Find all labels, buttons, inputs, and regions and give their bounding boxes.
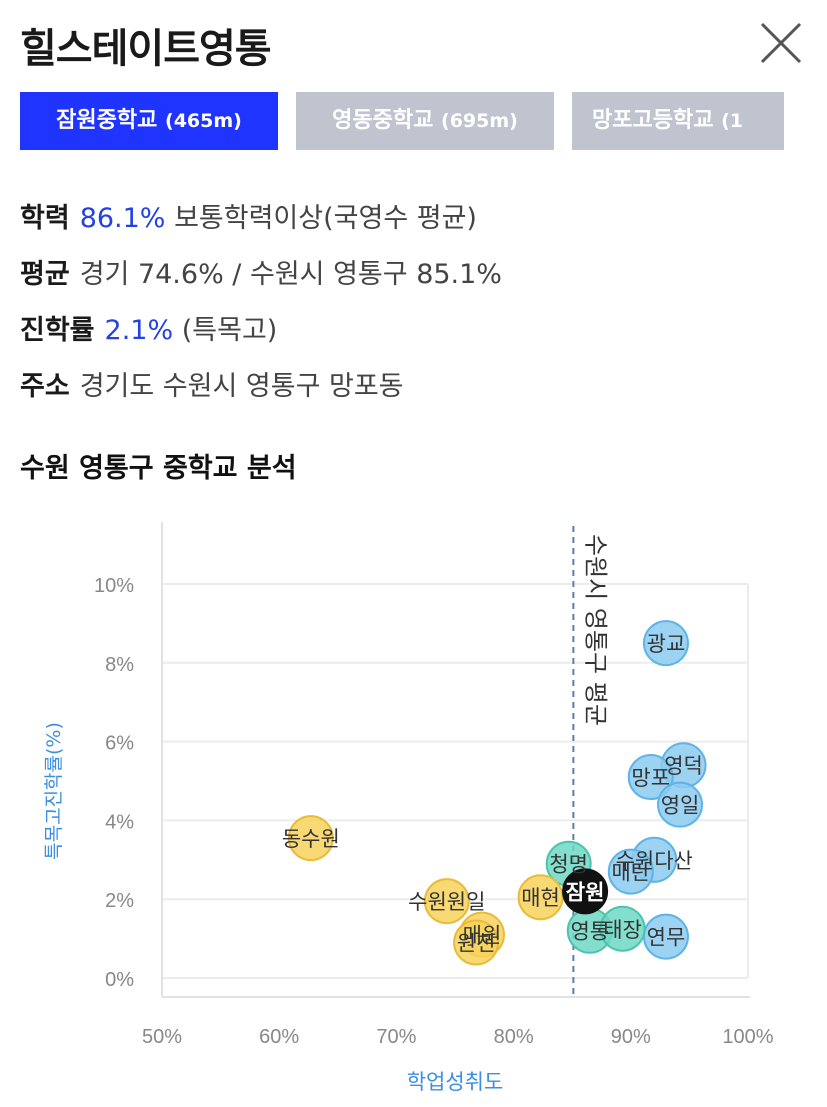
bubble-point: [607, 848, 654, 895]
bubble-label: 매원: [463, 924, 502, 948]
bubble-label: 망포: [631, 766, 670, 790]
bubble-point: [517, 874, 564, 921]
y-axis-title: 특목고진학률(%): [43, 722, 65, 860]
x-tick-label: 70%: [376, 1026, 416, 1048]
bubble-label: 연무: [647, 926, 686, 950]
bubble-point: [599, 905, 646, 952]
bubble-label: 잠원: [566, 880, 605, 904]
x-tick-label: 80%: [494, 1026, 534, 1048]
bubble-label: 광교: [647, 632, 686, 656]
bubble-label: 영통: [570, 920, 609, 944]
x-tick-label: 90%: [611, 1026, 651, 1048]
y-tick-label: 4%: [105, 811, 134, 833]
info-address: 주소 경기도 수원시 영통구 망포동: [20, 364, 404, 403]
bubble-label: 매현: [521, 886, 560, 910]
y-tick-label: 8%: [105, 654, 134, 676]
bubble-point: [657, 781, 704, 828]
x-axis-title: 학업성취도: [407, 1070, 504, 1094]
close-icon[interactable]: [756, 18, 806, 68]
bubble-point: [287, 815, 334, 862]
info-label: 학력: [20, 203, 70, 234]
info-achievement: 학력 86.1% 보통학력이상(국영수 평균): [20, 196, 477, 235]
bubble-point: [453, 919, 500, 966]
tab-distance: (465m): [165, 110, 242, 132]
bubble-label: 수원다산: [616, 849, 693, 873]
bubble-label: 매탄: [611, 861, 650, 885]
tab-school-0[interactable]: 잠원중학교 (465m): [20, 92, 278, 150]
y-tick-label: 10%: [94, 575, 134, 597]
bubble-label: 태장: [603, 918, 642, 942]
bubble-point: [627, 754, 674, 801]
tab-label: 잠원중학교: [56, 108, 158, 133]
y-tick-label: 6%: [105, 733, 134, 755]
bubble-label: 원천: [457, 932, 496, 956]
info-label: 주소: [20, 371, 70, 402]
bubble-point-highlight: [562, 868, 609, 915]
x-tick-label: 100%: [722, 1026, 773, 1048]
advancement-note: (특목고): [181, 315, 278, 346]
bubble-point: [423, 878, 470, 925]
scatter-chart: 0% 2% 4% 6% 8% 10% 50% 60% 70% 80% 90% 100% 학업성취도 특목고…: [43, 522, 774, 1094]
section-title: 수원 영통구 중학교 분석: [20, 453, 297, 484]
tab-label: 영동중학교: [332, 108, 434, 133]
reference-line-label: 수원시 영통구 평균: [581, 534, 609, 726]
achievement-value: 86.1%: [79, 203, 166, 234]
tab-distance: (1: [721, 110, 744, 132]
achievement-note: 보통학력이상(국영수 평균): [174, 203, 477, 234]
school-tabs: 잠원중학교 (465m) 영동중학교 (695m) 망포고등학교 (1: [20, 92, 827, 150]
bubble-label: 영일: [661, 794, 700, 818]
x-tick-label: 60%: [259, 1026, 299, 1048]
info-label: 진학률: [20, 315, 95, 346]
header: 힐스테이트영통: [0, 0, 827, 90]
bubble-label: 동수원: [282, 827, 340, 851]
tab-school-1[interactable]: 영동중학교 (695m): [296, 92, 554, 150]
address-value: 경기도 수원시 영통구 망포동: [79, 371, 404, 402]
x-tick-label: 50%: [142, 1026, 182, 1048]
bubble-label: 청명: [549, 853, 588, 877]
info-advancement: 진학률 2.1% (특목고): [20, 308, 277, 347]
bubble-point: [642, 620, 689, 667]
tab-distance: (695m): [441, 110, 518, 132]
page-title: 힐스테이트영통: [20, 26, 272, 72]
bubble-label: 영덕: [664, 754, 703, 778]
y-tick-label: 0%: [105, 969, 134, 991]
average-value: 경기 74.6% / 수원시 영통구 85.1%: [79, 259, 502, 290]
tab-label: 망포고등학교: [592, 108, 714, 133]
bubble-label: 수원원일: [408, 890, 485, 914]
y-tick-label: 2%: [105, 890, 134, 912]
info-average: 평균 경기 74.6% / 수원시 영통구 85.1%: [20, 252, 502, 291]
info-label: 평균: [20, 259, 70, 290]
tab-school-2[interactable]: 망포고등학교 (1: [572, 92, 784, 150]
advancement-value: 2.1%: [104, 315, 174, 346]
